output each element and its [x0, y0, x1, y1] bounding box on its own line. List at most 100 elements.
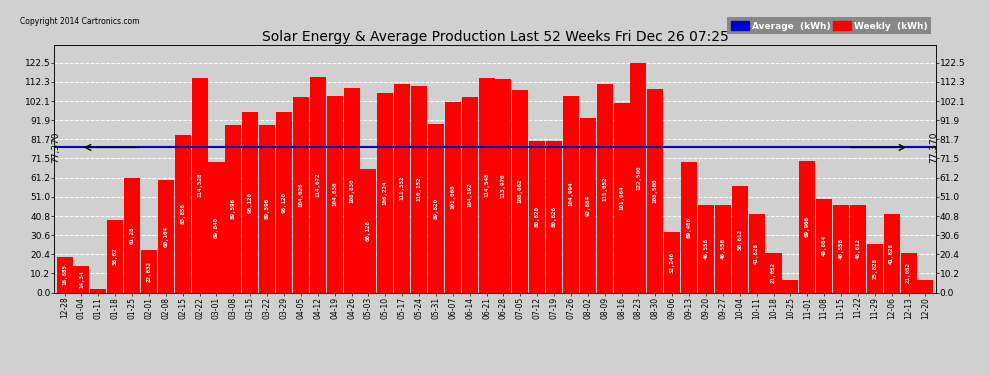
- Bar: [209, 162, 225, 292]
- Bar: [849, 205, 866, 292]
- Bar: [833, 205, 849, 292]
- Bar: [631, 63, 646, 292]
- Bar: [748, 214, 764, 292]
- Text: 104,994: 104,994: [568, 182, 573, 206]
- Text: 36,62: 36,62: [113, 248, 118, 265]
- Bar: [310, 78, 326, 292]
- Bar: [563, 96, 579, 292]
- Bar: [243, 112, 258, 292]
- Bar: [867, 244, 883, 292]
- Text: 21,052: 21,052: [771, 262, 776, 283]
- Text: 21,052: 21,052: [906, 262, 911, 283]
- Bar: [157, 180, 174, 292]
- Text: 60,104: 60,104: [163, 226, 168, 247]
- Text: 83,856: 83,856: [180, 203, 185, 224]
- Text: 101,860: 101,860: [450, 185, 455, 209]
- Bar: [428, 124, 444, 292]
- Bar: [276, 112, 292, 292]
- Text: 69,840: 69,840: [214, 216, 219, 237]
- Text: 96,120: 96,120: [248, 192, 252, 213]
- Text: 41,828: 41,828: [754, 243, 759, 264]
- Text: 114,672: 114,672: [315, 173, 321, 197]
- Bar: [816, 199, 833, 292]
- Text: 110,152: 110,152: [417, 177, 422, 201]
- Text: 92,884: 92,884: [585, 195, 590, 216]
- Legend: Average  (kWh), Weekly  (kWh): Average (kWh), Weekly (kWh): [728, 17, 931, 34]
- Bar: [141, 250, 157, 292]
- Bar: [512, 90, 529, 292]
- Bar: [715, 205, 731, 292]
- Text: 46,556: 46,556: [721, 238, 726, 260]
- Text: 56,612: 56,612: [738, 229, 742, 250]
- Bar: [901, 253, 917, 292]
- Text: 46,612: 46,612: [855, 238, 860, 259]
- Text: 104,028: 104,028: [298, 183, 303, 207]
- Bar: [765, 253, 781, 292]
- Bar: [530, 141, 545, 292]
- Bar: [56, 257, 72, 292]
- Text: 66,128: 66,128: [366, 220, 371, 241]
- Text: 89,820: 89,820: [434, 198, 439, 219]
- Text: 77,370: 77,370: [930, 132, 939, 163]
- Text: 41,828: 41,828: [889, 243, 894, 264]
- Text: 108,500: 108,500: [652, 178, 657, 203]
- Bar: [327, 96, 343, 292]
- Bar: [394, 84, 410, 292]
- Bar: [90, 289, 106, 292]
- Bar: [681, 162, 697, 292]
- Bar: [782, 280, 798, 292]
- Text: 122,500: 122,500: [636, 165, 641, 190]
- Bar: [664, 232, 680, 292]
- Text: 25,828: 25,828: [872, 258, 877, 279]
- Bar: [461, 97, 478, 292]
- Bar: [360, 168, 376, 292]
- Bar: [107, 220, 123, 292]
- Bar: [411, 86, 427, 292]
- Text: 113,970: 113,970: [501, 173, 506, 198]
- Bar: [124, 178, 141, 292]
- Text: 111,352: 111,352: [400, 176, 405, 200]
- Text: 80,820: 80,820: [535, 206, 540, 227]
- Bar: [884, 214, 900, 292]
- Text: 104,192: 104,192: [467, 183, 472, 207]
- Bar: [377, 93, 393, 292]
- Bar: [614, 103, 630, 292]
- Text: 101,064: 101,064: [619, 186, 624, 210]
- Bar: [478, 78, 495, 292]
- Bar: [647, 89, 663, 292]
- Text: 106,224: 106,224: [383, 181, 388, 205]
- Text: 69,406: 69,406: [687, 217, 692, 238]
- Bar: [192, 78, 208, 292]
- Bar: [344, 88, 359, 292]
- Text: 32,246: 32,246: [669, 252, 675, 273]
- Bar: [445, 102, 460, 292]
- Bar: [174, 135, 191, 292]
- Bar: [799, 161, 816, 292]
- Bar: [546, 141, 562, 292]
- Text: 114,528: 114,528: [197, 173, 202, 197]
- Title: Solar Energy & Average Production Last 52 Weeks Fri Dec 26 07:25: Solar Energy & Average Production Last 5…: [261, 30, 729, 44]
- Bar: [495, 79, 512, 292]
- Text: 104,830: 104,830: [333, 182, 338, 207]
- Text: 77,370: 77,370: [51, 132, 60, 163]
- Text: 114,548: 114,548: [484, 173, 489, 197]
- Bar: [73, 266, 89, 292]
- Bar: [293, 98, 309, 292]
- Text: 108,062: 108,062: [518, 179, 523, 204]
- Text: 61,28: 61,28: [130, 226, 135, 244]
- Text: 80,826: 80,826: [551, 206, 556, 227]
- Text: 46,558: 46,558: [839, 238, 843, 260]
- Text: 16,885: 16,885: [62, 264, 67, 285]
- Text: Copyright 2014 Cartronics.com: Copyright 2014 Cartronics.com: [20, 17, 140, 26]
- Text: 49,864: 49,864: [822, 235, 827, 256]
- Text: 14,34: 14,34: [79, 270, 84, 288]
- Text: 89,596: 89,596: [264, 198, 269, 219]
- Bar: [597, 84, 613, 292]
- Bar: [732, 186, 747, 292]
- Bar: [259, 124, 275, 292]
- Bar: [580, 118, 596, 292]
- Text: 89,596: 89,596: [231, 198, 236, 219]
- Text: 46,558: 46,558: [704, 238, 709, 260]
- Text: 22,832: 22,832: [147, 261, 151, 282]
- Bar: [918, 280, 934, 292]
